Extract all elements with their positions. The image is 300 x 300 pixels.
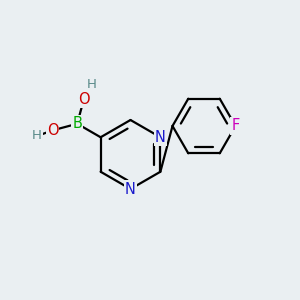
Text: H: H bbox=[87, 78, 97, 91]
Text: B: B bbox=[72, 116, 82, 131]
Text: O: O bbox=[47, 123, 58, 138]
Text: N: N bbox=[155, 130, 166, 145]
Text: H: H bbox=[32, 130, 42, 142]
Text: N: N bbox=[125, 182, 136, 196]
Text: O: O bbox=[78, 92, 90, 106]
Text: F: F bbox=[231, 118, 240, 134]
